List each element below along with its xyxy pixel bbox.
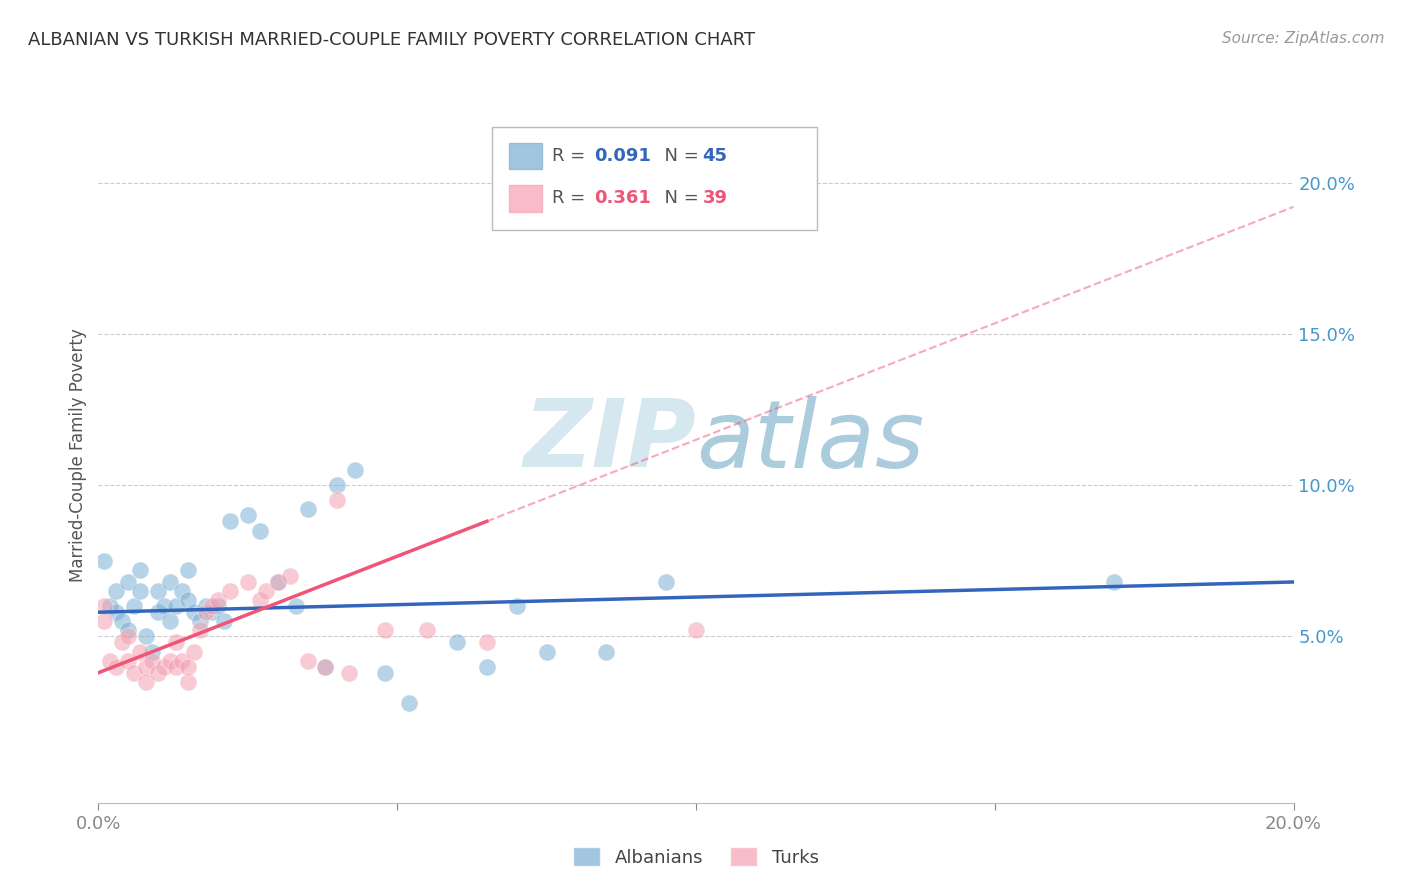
Point <box>177 659 200 673</box>
Point <box>254 584 277 599</box>
Point <box>297 502 319 516</box>
Point <box>212 615 235 629</box>
Point <box>135 629 157 643</box>
Point <box>159 574 181 589</box>
Point <box>100 654 122 668</box>
Point <box>165 599 187 614</box>
Point <box>1104 574 1126 589</box>
Point <box>105 605 128 619</box>
Point <box>236 574 259 589</box>
Point <box>284 599 307 614</box>
Point <box>105 659 128 673</box>
Point <box>685 624 707 638</box>
Point <box>172 654 194 668</box>
Text: 0.361: 0.361 <box>595 189 651 207</box>
Point <box>249 524 271 538</box>
Legend: Albanians, Turks: Albanians, Turks <box>567 840 825 874</box>
Point <box>315 659 337 673</box>
Text: 0.091: 0.091 <box>595 147 651 165</box>
Point <box>188 615 211 629</box>
Text: N =: N = <box>654 147 704 165</box>
Point <box>219 584 242 599</box>
Point <box>117 574 139 589</box>
Point <box>207 593 229 607</box>
Point <box>374 624 396 638</box>
Text: 45: 45 <box>703 147 728 165</box>
Point <box>100 599 122 614</box>
Point <box>446 635 468 649</box>
Point <box>344 463 367 477</box>
Point <box>374 665 396 680</box>
Y-axis label: Married-Couple Family Poverty: Married-Couple Family Poverty <box>69 328 87 582</box>
Point <box>297 654 319 668</box>
Point <box>201 605 224 619</box>
Point <box>105 584 128 599</box>
Point <box>236 508 259 523</box>
Point <box>135 674 157 689</box>
Point <box>326 493 349 508</box>
Text: R =: R = <box>553 189 591 207</box>
Text: atlas: atlas <box>696 395 924 486</box>
Point <box>111 635 134 649</box>
Point <box>183 644 205 658</box>
Point <box>207 599 229 614</box>
Point <box>475 635 498 649</box>
Point <box>93 599 115 614</box>
Point <box>165 635 187 649</box>
Point <box>326 478 349 492</box>
Point <box>153 599 176 614</box>
Text: 39: 39 <box>703 189 728 207</box>
Point <box>536 644 558 658</box>
Point <box>124 665 146 680</box>
Point <box>148 605 170 619</box>
Point <box>201 599 224 614</box>
Text: Source: ZipAtlas.com: Source: ZipAtlas.com <box>1222 31 1385 46</box>
Point <box>595 644 617 658</box>
Point <box>183 605 205 619</box>
Point <box>315 659 337 673</box>
Point <box>129 584 152 599</box>
Point <box>141 644 163 658</box>
Point <box>159 654 181 668</box>
Point <box>177 593 200 607</box>
Point <box>475 659 498 673</box>
Point <box>195 605 218 619</box>
Point <box>117 629 139 643</box>
Point <box>177 674 200 689</box>
Point <box>148 584 170 599</box>
Point <box>188 624 211 638</box>
Point <box>177 563 200 577</box>
Point <box>172 584 194 599</box>
Point <box>159 615 181 629</box>
Point <box>267 574 290 589</box>
Point <box>117 654 139 668</box>
Point <box>129 644 152 658</box>
Point <box>398 696 420 710</box>
Point <box>165 659 187 673</box>
Point <box>93 554 115 568</box>
Text: N =: N = <box>654 189 704 207</box>
Text: R =: R = <box>553 147 591 165</box>
Point <box>195 599 218 614</box>
Point <box>416 624 439 638</box>
Point <box>111 615 134 629</box>
Point <box>117 624 139 638</box>
Text: ZIP: ZIP <box>523 395 696 487</box>
Point <box>267 574 290 589</box>
Point <box>148 665 170 680</box>
Point <box>93 615 115 629</box>
Text: ALBANIAN VS TURKISH MARRIED-COUPLE FAMILY POVERTY CORRELATION CHART: ALBANIAN VS TURKISH MARRIED-COUPLE FAMIL… <box>28 31 755 49</box>
Point <box>506 599 529 614</box>
Point <box>219 515 242 529</box>
Point <box>129 563 152 577</box>
Point <box>339 665 360 680</box>
Point <box>141 654 163 668</box>
Point <box>278 569 301 583</box>
Point <box>135 659 157 673</box>
Point <box>124 599 146 614</box>
Point <box>153 659 176 673</box>
Point <box>249 593 271 607</box>
Point <box>655 574 678 589</box>
